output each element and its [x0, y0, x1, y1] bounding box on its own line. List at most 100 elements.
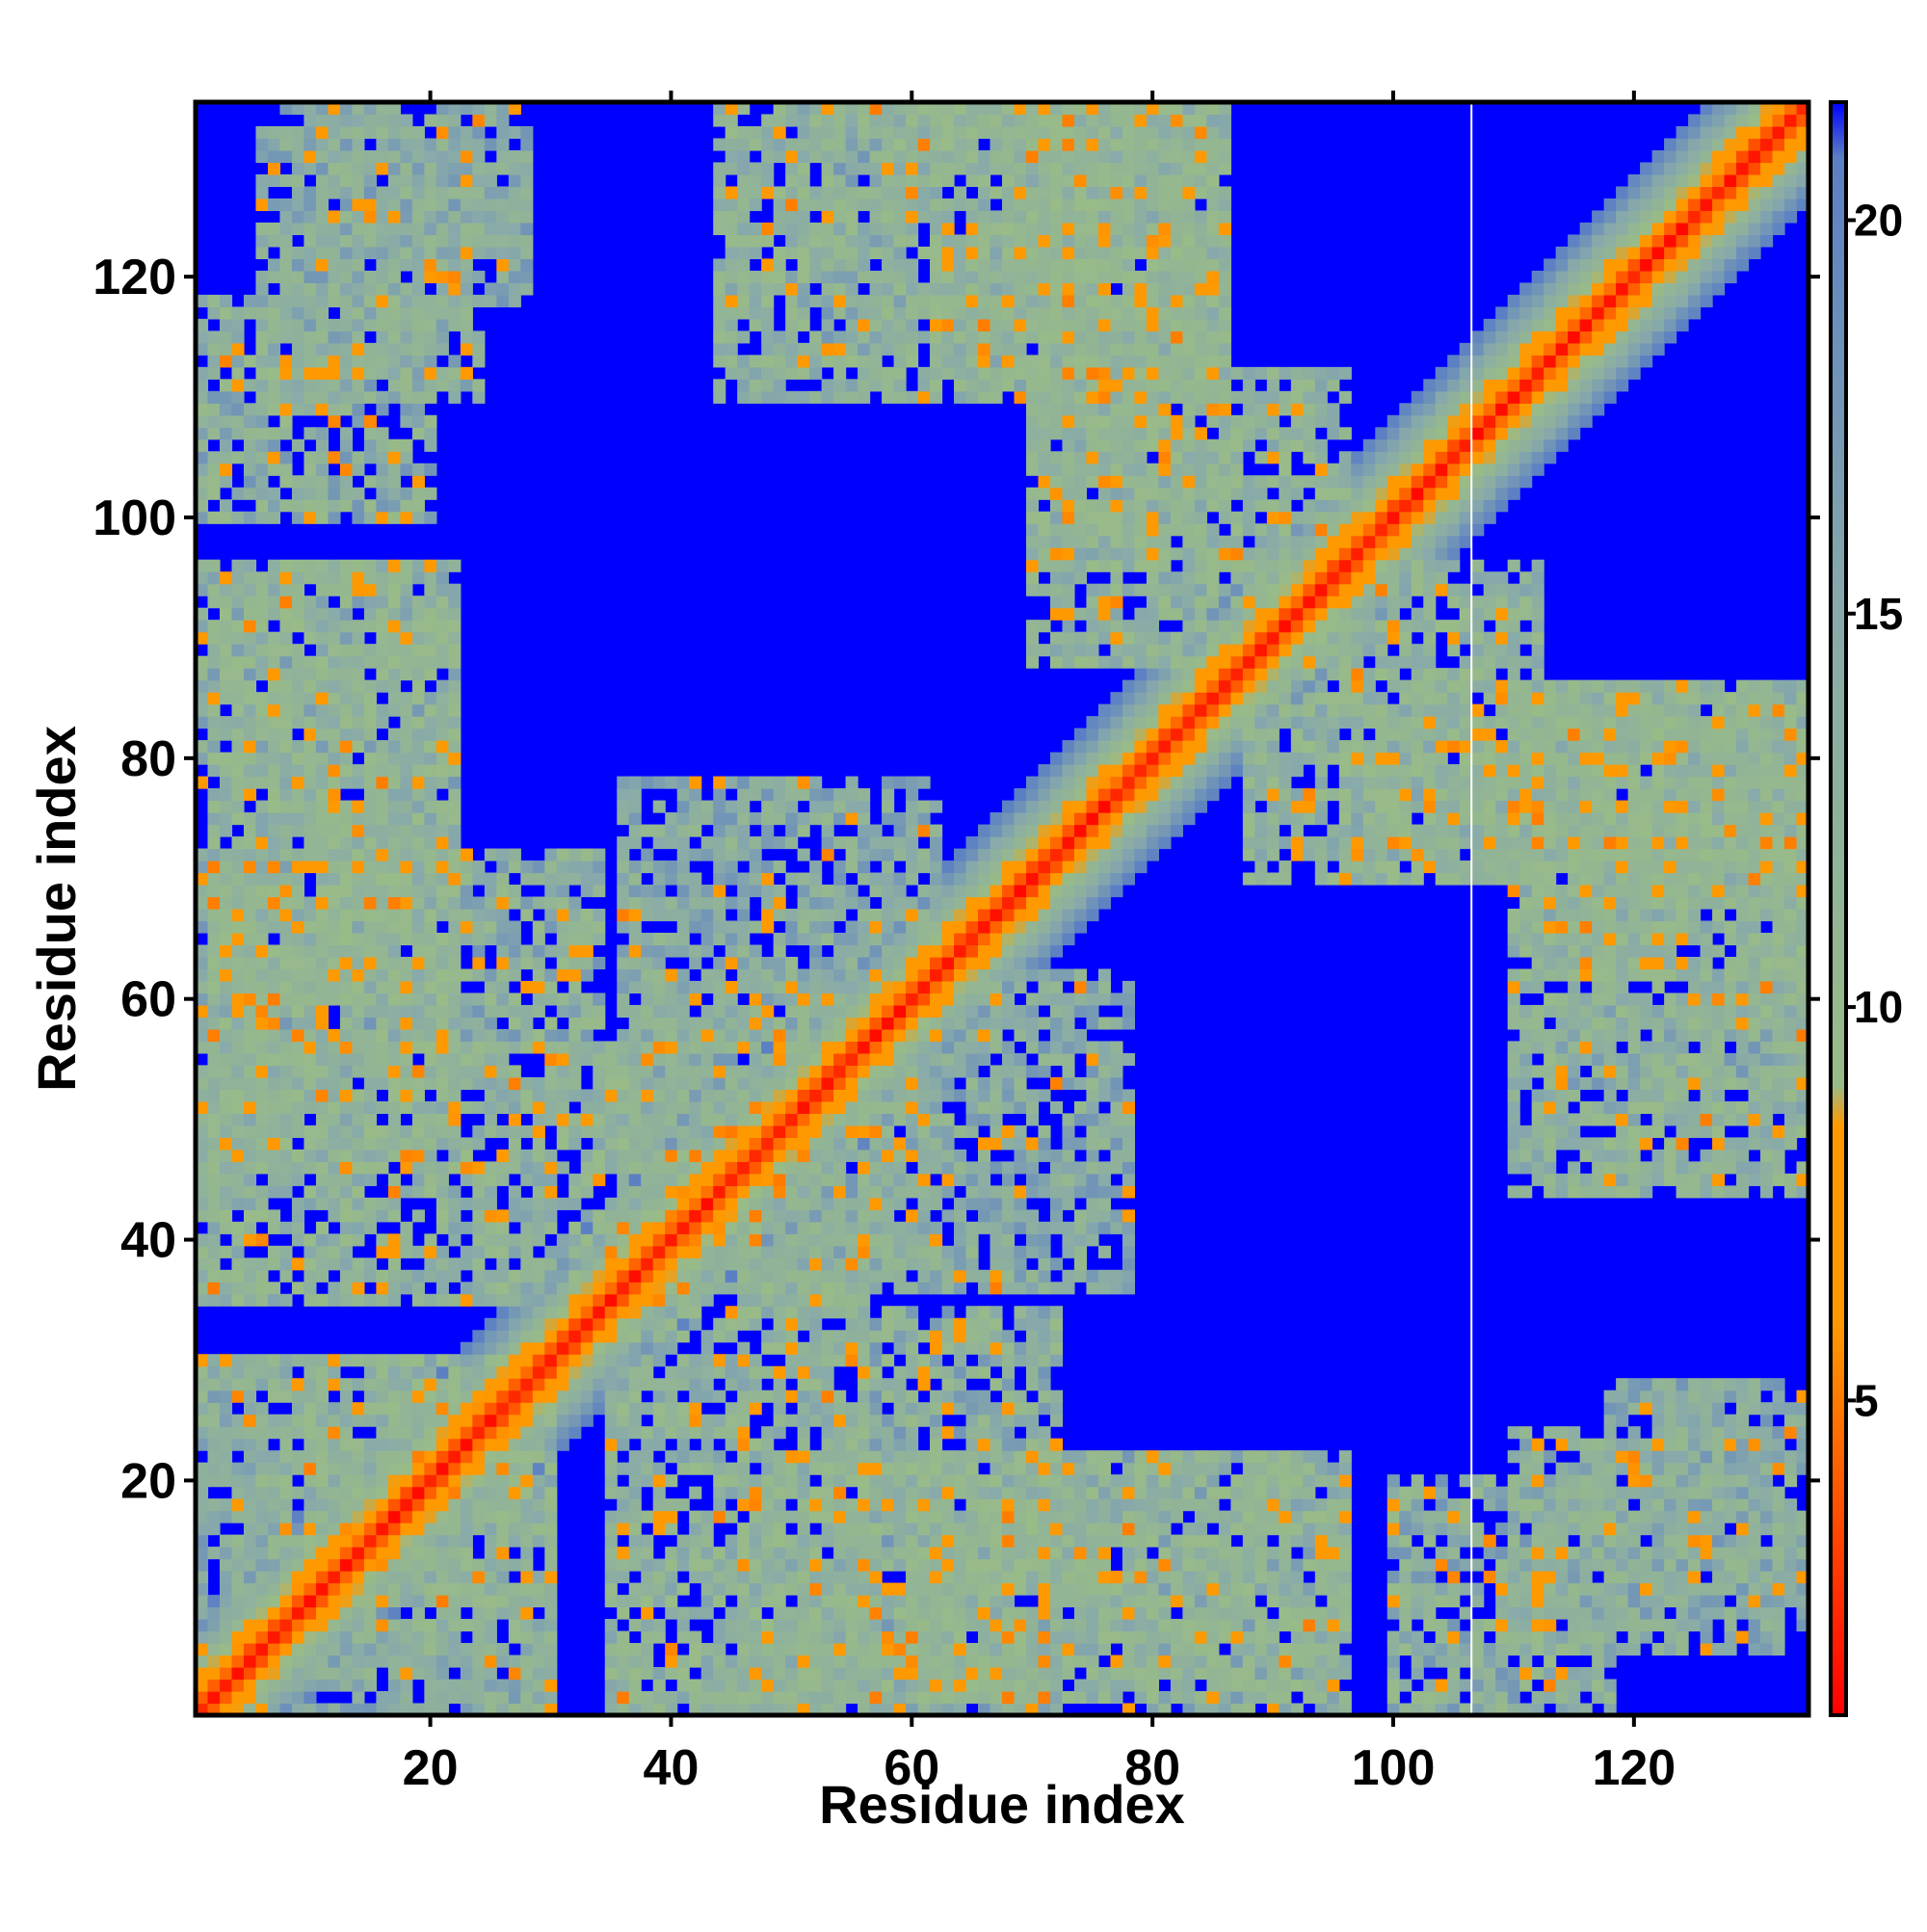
heatmap-cell	[593, 1137, 606, 1151]
heatmap-cell	[990, 1498, 1003, 1512]
heatmap-cell	[1097, 1547, 1112, 1560]
heatmap-cell	[761, 1426, 775, 1440]
heatmap-cell	[797, 1100, 810, 1114]
heatmap-cell	[1568, 1582, 1581, 1596]
heatmap-cell	[508, 1498, 521, 1512]
heatmap-cell	[291, 1619, 305, 1632]
heatmap-cell	[797, 1630, 810, 1644]
heatmap-cell	[1700, 1643, 1713, 1656]
heatmap-cell	[641, 1233, 654, 1247]
heatmap-cell	[484, 1245, 497, 1258]
heatmap-cell	[1507, 1582, 1520, 1596]
heatmap-cell	[339, 1606, 353, 1620]
heatmap-cell	[424, 1113, 437, 1126]
heatmap-cell	[520, 1173, 534, 1186]
heatmap-cell	[1122, 1582, 1136, 1596]
heatmap-cell	[761, 1197, 775, 1210]
heatmap-cell	[544, 1498, 558, 1512]
heatmap-cell	[930, 1354, 943, 1367]
heatmap-cell	[1627, 1534, 1641, 1548]
heatmap-cell	[508, 1041, 521, 1054]
heatmap-cell	[1110, 1149, 1123, 1162]
heatmap-cell	[1014, 1534, 1027, 1548]
heatmap-cell	[339, 1667, 353, 1681]
heatmap-cell	[1014, 1619, 1027, 1632]
heatmap-cell	[917, 1402, 931, 1416]
heatmap-cell	[508, 1595, 521, 1608]
heatmap-cell	[689, 1161, 702, 1175]
heatmap-cell	[785, 1462, 799, 1475]
heatmap-cell	[315, 1125, 330, 1138]
heatmap-cell	[352, 1414, 365, 1427]
heatmap-cell	[941, 1571, 955, 1584]
heatmap-cell	[1110, 1065, 1123, 1078]
heatmap-cell	[1640, 1161, 1653, 1175]
heatmap-cell	[196, 1365, 209, 1379]
heatmap-cell	[568, 1065, 582, 1078]
heatmap-cell	[965, 1076, 979, 1090]
heatmap-cell	[568, 1341, 582, 1355]
heatmap-cell	[1327, 1474, 1340, 1488]
heatmap-cell	[1519, 1065, 1533, 1078]
heatmap-cell	[484, 1582, 497, 1596]
heatmap-cell	[496, 1306, 510, 1319]
heatmap-cell	[496, 1571, 510, 1584]
heatmap-cell	[1290, 1582, 1304, 1596]
heatmap-cell	[713, 1414, 726, 1427]
heatmap-cell	[1519, 1582, 1533, 1596]
heatmap-cell	[339, 1137, 353, 1151]
heatmap-cell	[387, 1137, 401, 1151]
heatmap-cell	[1002, 1197, 1016, 1210]
heatmap-cell	[532, 1630, 545, 1644]
heatmap-cell	[906, 1257, 919, 1271]
heatmap-cell	[532, 1089, 545, 1102]
heatmap-cell	[1122, 1450, 1136, 1464]
heatmap-cell	[255, 1630, 269, 1644]
heatmap-cell	[1736, 1378, 1750, 1391]
heatmap-cell	[1230, 1643, 1244, 1656]
heatmap-cell	[954, 1654, 967, 1668]
heatmap-cell	[1676, 1137, 1689, 1151]
heatmap-cell	[930, 1703, 943, 1716]
heatmap-cell	[1544, 1100, 1557, 1114]
heatmap-cell	[508, 1365, 521, 1379]
heatmap-cell	[1002, 1414, 1016, 1427]
heatmap-cell	[267, 1365, 281, 1379]
heatmap-cell	[797, 1173, 810, 1186]
heatmap-cell	[676, 1402, 690, 1416]
heatmap-cell	[917, 1173, 931, 1186]
heatmap-cell	[833, 1065, 847, 1078]
heatmap-cell	[436, 1679, 449, 1692]
heatmap-cell	[1568, 1438, 1581, 1451]
heatmap-cell	[617, 1149, 630, 1162]
heatmap-cell	[315, 1462, 330, 1475]
heatmap-cell	[1122, 1522, 1136, 1536]
heatmap-cell	[400, 1522, 413, 1536]
heatmap-cell	[665, 1691, 678, 1705]
heatmap-cell	[906, 1630, 919, 1644]
heatmap-cell	[1603, 1149, 1617, 1162]
heatmap-cell	[906, 1703, 919, 1716]
heatmap-cell	[990, 1558, 1003, 1572]
heatmap-cell	[376, 1354, 389, 1367]
heatmap-cell	[1640, 1595, 1653, 1608]
heatmap-cell	[1664, 1534, 1677, 1548]
heatmap-cell	[737, 1402, 751, 1416]
heatmap-cell	[737, 1667, 751, 1681]
heatmap-cell	[821, 1474, 834, 1488]
heatmap-cell	[593, 1282, 606, 1295]
heatmap-cell	[858, 1595, 871, 1608]
heatmap-cell	[1519, 1510, 1533, 1523]
heatmap-cell	[484, 1691, 497, 1705]
heatmap-cell	[207, 1654, 221, 1668]
heatmap-cell	[411, 1582, 425, 1596]
heatmap-cell	[328, 1498, 341, 1512]
heatmap-cell	[352, 1510, 365, 1523]
heatmap-cell	[196, 1113, 209, 1126]
heatmap-cell	[1146, 1654, 1159, 1668]
heatmap-cell	[1544, 1052, 1557, 1066]
heatmap-cell	[965, 1450, 979, 1464]
heatmap-cell	[460, 1462, 473, 1475]
heatmap-cell	[797, 1703, 810, 1716]
heatmap-cell	[291, 1510, 305, 1523]
